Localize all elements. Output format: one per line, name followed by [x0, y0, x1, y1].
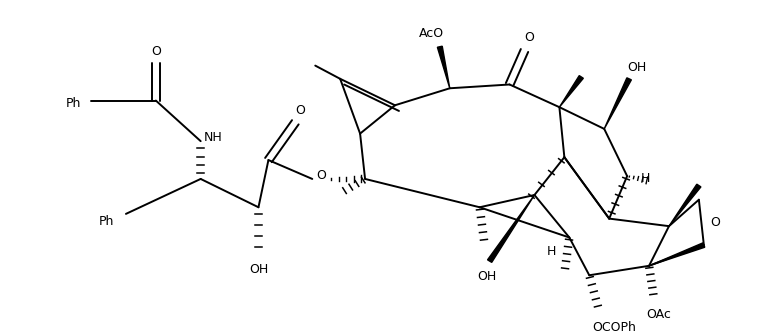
Text: O: O — [316, 168, 326, 182]
Text: H: H — [640, 172, 650, 185]
Polygon shape — [669, 184, 701, 226]
Text: NH: NH — [203, 131, 222, 144]
Text: Ph: Ph — [66, 97, 81, 110]
Text: O: O — [295, 105, 305, 118]
Polygon shape — [604, 78, 632, 129]
Text: O: O — [151, 45, 161, 58]
Text: OH: OH — [249, 263, 268, 276]
Text: OAc: OAc — [646, 308, 672, 321]
Text: OH: OH — [477, 270, 496, 283]
Text: O: O — [525, 31, 534, 44]
Polygon shape — [649, 243, 705, 266]
Polygon shape — [560, 76, 584, 107]
Text: Ph: Ph — [98, 215, 114, 228]
Text: O: O — [710, 216, 720, 229]
Text: AcO: AcO — [419, 27, 444, 40]
Text: OH: OH — [628, 61, 647, 74]
Polygon shape — [438, 46, 450, 88]
Polygon shape — [488, 195, 534, 262]
Text: H: H — [547, 245, 556, 258]
Text: OCOPh: OCOPh — [592, 321, 636, 333]
